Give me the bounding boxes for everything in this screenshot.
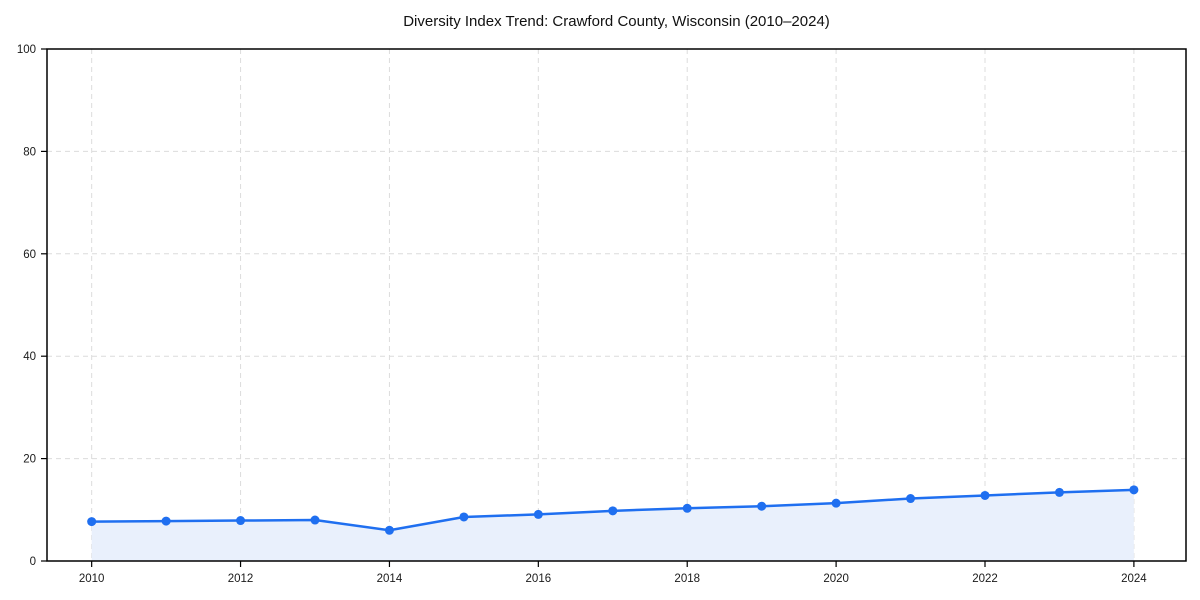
y-tick-label-40: 40 <box>23 351 36 363</box>
x-tick-label-2012: 2012 <box>228 573 254 585</box>
data-point-2024 <box>1129 485 1139 495</box>
data-point-2018 <box>682 503 692 513</box>
y-tick-label-60: 60 <box>23 249 36 261</box>
data-point-2021 <box>906 494 916 504</box>
data-point-2022 <box>980 490 990 500</box>
data-point-2016 <box>533 509 543 519</box>
data-point-2011 <box>161 516 171 526</box>
y-tick-label-0: 0 <box>30 556 36 568</box>
data-point-2014 <box>384 525 394 535</box>
data-point-2017 <box>608 506 618 516</box>
y-tick-label-100: 100 <box>17 44 36 56</box>
x-tick-label-2010: 2010 <box>79 573 105 585</box>
data-point-2019 <box>757 501 767 511</box>
data-point-2020 <box>831 498 841 508</box>
x-tick-label-2022: 2022 <box>972 573 998 585</box>
data-point-2015 <box>459 512 469 522</box>
data-point-2010 <box>87 517 97 527</box>
data-point-2013 <box>310 515 320 525</box>
x-tick-label-2016: 2016 <box>526 573 552 585</box>
x-tick-label-2020: 2020 <box>823 573 849 585</box>
y-tick-label-80: 80 <box>23 146 36 158</box>
y-tick-label-20: 20 <box>23 454 36 466</box>
data-point-2012 <box>236 516 246 526</box>
x-tick-label-2024: 2024 <box>1121 573 1147 585</box>
chart-title: Diversity Index Trend: Crawford County, … <box>403 13 830 30</box>
data-point-2023 <box>1054 487 1064 497</box>
x-tick-label-2014: 2014 <box>377 573 403 585</box>
x-tick-label-2018: 2018 <box>674 573 700 585</box>
plot-border <box>46 48 1187 562</box>
area-fill <box>91 489 1134 561</box>
